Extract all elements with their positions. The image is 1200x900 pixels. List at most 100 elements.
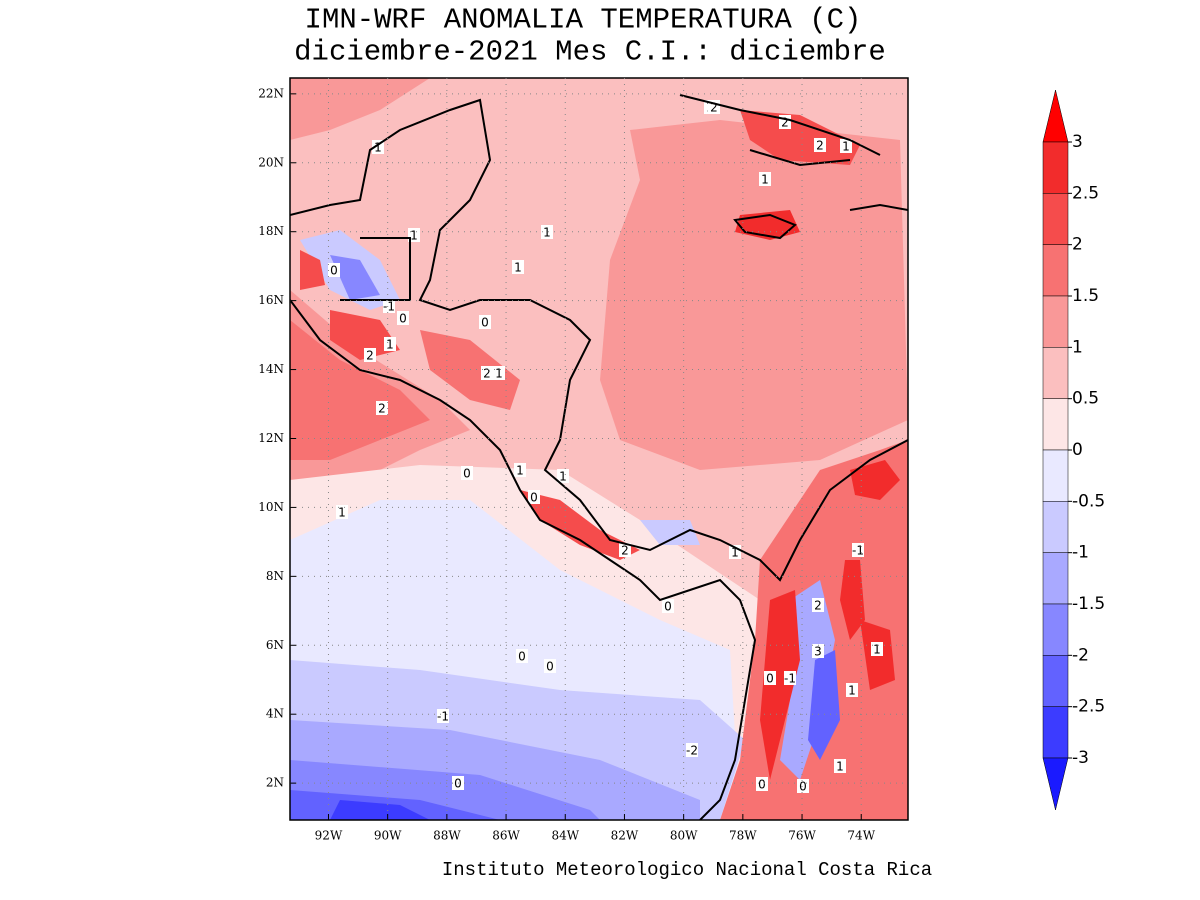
anomaly-region <box>760 590 800 780</box>
contour-label: 1 <box>386 338 394 352</box>
contour-label: 0 <box>799 780 807 794</box>
contour-label-bg <box>846 683 858 697</box>
colorbar-label: -0.5 <box>1072 491 1105 511</box>
y-tick-label: 16N <box>258 293 284 307</box>
contour-label: 1 <box>559 470 567 484</box>
anomaly-region <box>330 255 380 300</box>
colorbar-label: 0.5 <box>1072 389 1099 409</box>
coastlines <box>290 94 908 820</box>
title: IMN-WRF ANOMALIA TEMPERATURA (C) <box>305 4 862 37</box>
contour-label-bg <box>759 172 771 186</box>
contour-label: 0 <box>530 491 538 505</box>
contour-label-bg <box>834 759 846 773</box>
anomaly-region <box>740 110 860 165</box>
anomaly-region <box>330 310 400 360</box>
x-tick-label: 82W <box>611 829 639 843</box>
contour-label-bg <box>437 709 449 723</box>
contour-label: 2 <box>710 101 718 115</box>
contour-label: 1 <box>516 464 524 478</box>
contour-label-bg <box>328 263 340 277</box>
contour-label: 1 <box>514 261 522 275</box>
contour-label-bg <box>541 225 553 239</box>
contour-label: 2 <box>378 402 386 416</box>
colorbar-box <box>1042 449 1069 502</box>
colorbar-label: 1 <box>1072 337 1083 357</box>
anomaly-region <box>290 320 430 460</box>
contour-label: 0 <box>664 600 672 614</box>
y-tick-label: 2N <box>266 776 284 790</box>
y-tick-label: 14N <box>258 362 284 376</box>
colorbar-box <box>1042 603 1069 656</box>
contour-label: 2 <box>621 544 629 558</box>
colorbar-label: -2.5 <box>1072 697 1105 717</box>
x-tick-label: 76W <box>788 829 816 843</box>
contour-label-bg <box>557 469 569 483</box>
contour-label: 1 <box>848 684 856 698</box>
contour-label-bg <box>384 337 396 351</box>
contour-label-bg <box>336 505 348 519</box>
colorbar-box <box>1042 398 1069 451</box>
contour-label: -1 <box>784 672 796 686</box>
y-tick-label: 8N <box>266 569 284 583</box>
colorbar-label: -3 <box>1072 748 1089 768</box>
contour-label: -1 <box>383 300 395 314</box>
contour-label: 0 <box>758 778 766 792</box>
x-tick-label: 74W <box>847 829 875 843</box>
contour-label-bg <box>686 743 698 757</box>
y-tick-label: 20N <box>258 155 284 169</box>
colorbar-bottom-extend <box>1042 757 1069 811</box>
anomaly-region <box>330 800 430 820</box>
contour-label: 0 <box>463 467 471 481</box>
contour-label-bg <box>461 466 473 480</box>
x-tick-label: 92W <box>315 829 343 843</box>
colorbar-box <box>1042 655 1069 707</box>
contour-label-bg <box>756 777 768 791</box>
anomaly-region <box>840 560 865 640</box>
contour-label: 2 <box>816 139 824 153</box>
contour-label: 1 <box>410 229 418 243</box>
contour-label-bg <box>514 463 526 477</box>
x-tick-label: 90W <box>374 829 402 843</box>
colorbar-box <box>1042 347 1069 399</box>
contour-label-bg <box>784 671 796 685</box>
contour-label-bg <box>619 543 631 557</box>
contour-label-bg <box>812 598 824 612</box>
colorbar-label: 1.5 <box>1072 286 1099 306</box>
contour-label-bg <box>814 138 826 152</box>
x-tick-label: 84W <box>551 829 579 843</box>
contour-label: 1 <box>761 173 769 187</box>
anomaly-region <box>808 650 840 760</box>
contour-label-bg <box>383 299 395 313</box>
y-tick-label: 12N <box>258 431 284 445</box>
colorbar-label: -1 <box>1072 543 1089 563</box>
contour-label: 1 <box>495 367 503 381</box>
x-tick-label: 78W <box>729 829 757 843</box>
colorbar-box <box>1042 193 1069 245</box>
colorbar-box <box>1042 552 1069 605</box>
contour-label-bg <box>479 315 491 329</box>
contour-label: 0 <box>399 312 407 326</box>
colorbar-label: -2 <box>1072 645 1089 665</box>
contour-label-bg <box>516 649 528 663</box>
contour-label: 1 <box>338 506 346 520</box>
x-tick-label: 86W <box>492 829 520 843</box>
y-tick-label: 22N <box>258 86 284 100</box>
contour-label-bg <box>544 659 556 673</box>
colorbar-label: 3 <box>1072 132 1083 152</box>
y-tick-label: 18N <box>258 224 284 238</box>
anomaly-field: 110-1012202111011201101212000-1-1-20-132… <box>290 78 908 820</box>
y-tick-label: 6N <box>266 638 284 652</box>
colorbar-label: 2 <box>1072 235 1083 255</box>
contour-label: 2 <box>814 599 822 613</box>
contour-label: 2 <box>366 349 374 363</box>
contour-label: 0 <box>481 316 489 330</box>
contour-label: 2 <box>483 367 491 381</box>
subtitle: diciembre-2021 Mes C.I.: diciembre <box>294 36 886 69</box>
contour-label-bg <box>493 366 505 380</box>
footer: Instituto Meteorologico Nacional Costa R… <box>442 859 932 881</box>
contour-label-bg <box>662 599 674 613</box>
contour-label-bg <box>840 139 852 153</box>
contour-label: -1 <box>437 710 449 724</box>
contour-label: 1 <box>543 226 551 240</box>
